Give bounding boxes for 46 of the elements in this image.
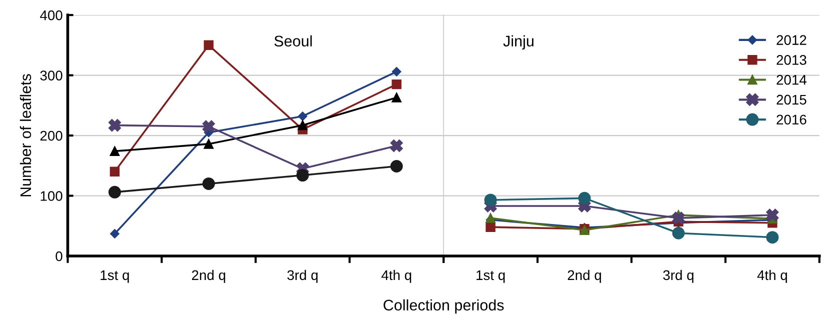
point <box>108 186 121 198</box>
x-tick-label: 1st q <box>476 270 505 283</box>
point <box>484 194 497 206</box>
y-axis-title: Number of leaflets <box>20 74 32 196</box>
x-axis-title: Collection periods <box>384 299 504 314</box>
x-tick-label: 1st q <box>100 270 129 283</box>
point <box>296 169 309 182</box>
legend-label: 2014 <box>776 74 806 85</box>
point <box>486 222 496 232</box>
point <box>672 226 685 240</box>
point <box>204 139 214 149</box>
y-tick-label: 0 <box>56 251 62 262</box>
point <box>766 231 779 244</box>
point <box>766 208 779 222</box>
point <box>672 212 685 224</box>
legend-label: 2015 <box>776 94 806 105</box>
x-tick-label: 4th q <box>757 270 787 283</box>
point <box>392 92 402 102</box>
legend-label: 2016 <box>776 114 806 125</box>
point <box>110 166 120 177</box>
point <box>390 140 403 152</box>
point <box>298 120 308 130</box>
y-tick-label: 300 <box>40 70 62 80</box>
point <box>578 192 591 204</box>
point <box>202 120 215 133</box>
point <box>390 160 403 172</box>
legend-label: 2013 <box>776 55 806 65</box>
x-tick-label: 3rd q <box>663 270 694 283</box>
point <box>110 146 120 156</box>
point <box>110 229 120 238</box>
point <box>202 177 215 190</box>
point <box>298 112 308 121</box>
point <box>204 40 214 50</box>
x-tick-label: 4th q <box>381 270 412 283</box>
y-tick-label: 100 <box>40 191 62 201</box>
x-tick-label: 3rd q <box>287 270 318 283</box>
y-tick-label: 400 <box>40 10 62 20</box>
x-tick-label: 2nd q <box>568 270 601 283</box>
y-tick-label: 200 <box>40 130 62 141</box>
point <box>392 67 402 76</box>
point <box>392 79 402 90</box>
legend-label: 2012 <box>776 35 806 45</box>
point <box>108 119 121 132</box>
text: Jinju <box>503 35 534 50</box>
x-tick-label: 2nd q <box>192 270 226 283</box>
text: Seoul <box>274 35 312 47</box>
